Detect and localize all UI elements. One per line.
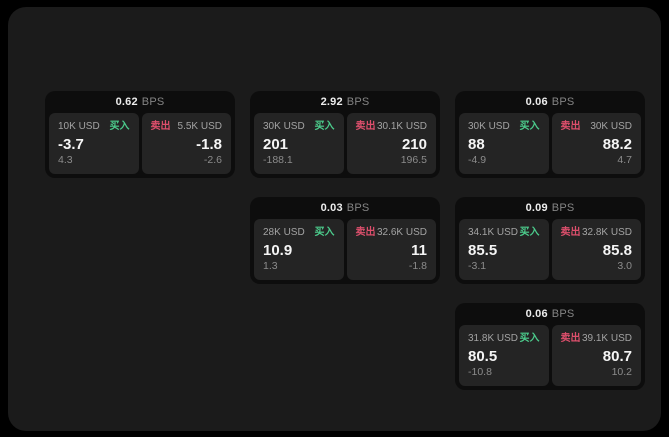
sell-panel[interactable]: 卖出 32.8K USD 85.8 3.0 <box>551 219 641 280</box>
sell-amount: 32.8K USD <box>581 227 632 238</box>
sell-side-label: 卖出 <box>560 333 581 344</box>
buy-price: 201 <box>263 136 289 153</box>
buy-side-label: 买入 <box>519 227 540 238</box>
buy-amount: 30K USD <box>468 121 510 132</box>
panels: 34.1K USD 买入 85.5 -3.1 卖出 32.8K USD 85.8… <box>459 219 641 280</box>
buy-price: 85.5 <box>468 242 498 259</box>
sell-price: 80.7 <box>602 348 632 365</box>
buy-amount: 28K USD <box>263 227 305 238</box>
sell-delta: 196.5 <box>400 154 427 166</box>
buy-panel[interactable]: 34.1K USD 买入 85.5 -3.1 <box>459 219 549 280</box>
buy-side-label: 买入 <box>519 333 540 344</box>
bps-unit: BPS <box>551 308 575 320</box>
sell-side-label: 卖出 <box>560 121 581 132</box>
bps-header: 0.06 BPS <box>459 91 641 113</box>
bps-value: 0.09 <box>525 202 548 214</box>
buy-amount: 31.8K USD <box>468 333 519 344</box>
bps-header: 2.92 BPS <box>254 91 436 113</box>
quote-card: 2.92 BPS 30K USD 买入 201 -188.1 卖出 30.1K … <box>250 91 440 178</box>
buy-panel[interactable]: 30K USD 买入 201 -188.1 <box>254 113 344 174</box>
buy-price: -3.7 <box>58 136 84 153</box>
app-background: 0.62 BPS 10K USD 买入 -3.7 4.3 卖出 5.5K USD <box>8 7 661 431</box>
buy-side-label: 买入 <box>519 121 540 132</box>
buy-side-label: 买入 <box>109 121 130 132</box>
sell-side-label: 卖出 <box>560 227 581 238</box>
bps-unit: BPS <box>551 202 575 214</box>
quote-card: 0.06 BPS 31.8K USD 买入 80.5 -10.8 卖出 39.1… <box>455 303 645 390</box>
buy-panel[interactable]: 10K USD 买入 -3.7 4.3 <box>49 113 139 174</box>
sell-delta: 4.7 <box>617 154 632 166</box>
sell-panel[interactable]: 卖出 30.1K USD 210 196.5 <box>346 113 436 174</box>
buy-panel[interactable]: 31.8K USD 买入 80.5 -10.8 <box>459 325 549 386</box>
panels: 10K USD 买入 -3.7 4.3 卖出 5.5K USD -1.8 -2.… <box>49 113 231 174</box>
buy-side-label: 买入 <box>314 227 335 238</box>
bps-unit: BPS <box>346 96 370 108</box>
sell-delta: 10.2 <box>611 366 632 378</box>
quote-card: 0.03 BPS 28K USD 买入 10.9 1.3 卖出 32.6K US… <box>250 197 440 284</box>
buy-price: 88 <box>468 136 485 153</box>
sell-amount: 30K USD <box>590 121 632 132</box>
sell-side-label: 卖出 <box>355 227 376 238</box>
buy-amount: 30K USD <box>263 121 305 132</box>
sell-price: 11 <box>411 242 427 259</box>
sell-price: 88.2 <box>602 136 632 153</box>
sell-panel[interactable]: 卖出 39.1K USD 80.7 10.2 <box>551 325 641 386</box>
quote-card-grid: 0.62 BPS 10K USD 买入 -3.7 4.3 卖出 5.5K USD <box>45 91 645 390</box>
sell-side-label: 卖出 <box>355 121 376 132</box>
sell-price: 210 <box>401 136 427 153</box>
sell-amount: 32.6K USD <box>376 227 427 238</box>
sell-panel[interactable]: 卖出 5.5K USD -1.8 -2.6 <box>141 113 231 174</box>
panels: 28K USD 买入 10.9 1.3 卖出 32.6K USD 11 -1.8 <box>254 219 436 280</box>
quote-card: 0.09 BPS 34.1K USD 买入 85.5 -3.1 卖出 32.8K… <box>455 197 645 284</box>
bps-value: 0.06 <box>525 96 548 108</box>
panels: 30K USD 买入 201 -188.1 卖出 30.1K USD 210 1… <box>254 113 436 174</box>
bps-unit: BPS <box>141 96 165 108</box>
bps-value: 2.92 <box>320 96 343 108</box>
bps-value: 0.62 <box>115 96 138 108</box>
buy-price: 80.5 <box>468 348 498 365</box>
sell-price: -1.8 <box>196 136 222 153</box>
bps-unit: BPS <box>551 96 575 108</box>
buy-amount: 10K USD <box>58 121 100 132</box>
sell-panel[interactable]: 卖出 32.6K USD 11 -1.8 <box>346 219 436 280</box>
sell-delta: -1.8 <box>408 260 427 272</box>
bps-header: 0.06 BPS <box>459 303 641 325</box>
bps-header: 0.62 BPS <box>49 91 231 113</box>
buy-amount: 34.1K USD <box>468 227 519 238</box>
panels: 31.8K USD 买入 80.5 -10.8 卖出 39.1K USD 80.… <box>459 325 641 386</box>
buy-delta: 1.3 <box>263 260 278 272</box>
sell-price: 85.8 <box>602 242 632 259</box>
sell-delta: -2.6 <box>203 154 222 166</box>
bps-value: 0.06 <box>525 308 548 320</box>
bps-value: 0.03 <box>320 202 343 214</box>
buy-delta: -10.8 <box>468 366 492 378</box>
quote-card: 0.62 BPS 10K USD 买入 -3.7 4.3 卖出 5.5K USD <box>45 91 235 178</box>
sell-amount: 30.1K USD <box>376 121 427 132</box>
buy-delta: -4.9 <box>468 154 487 166</box>
sell-delta: 3.0 <box>617 260 632 272</box>
bps-unit: BPS <box>346 202 370 214</box>
buy-delta: -3.1 <box>468 260 487 272</box>
bps-header: 0.09 BPS <box>459 197 641 219</box>
buy-price: 10.9 <box>263 242 293 259</box>
sell-panel[interactable]: 卖出 30K USD 88.2 4.7 <box>551 113 641 174</box>
sell-amount: 39.1K USD <box>581 333 632 344</box>
sell-side-label: 卖出 <box>150 121 171 132</box>
buy-delta: -188.1 <box>263 154 293 166</box>
sell-amount: 5.5K USD <box>177 121 222 132</box>
panels: 30K USD 买入 88 -4.9 卖出 30K USD 88.2 4.7 <box>459 113 641 174</box>
buy-panel[interactable]: 28K USD 买入 10.9 1.3 <box>254 219 344 280</box>
buy-delta: 4.3 <box>58 154 73 166</box>
buy-side-label: 买入 <box>314 121 335 132</box>
quote-card: 0.06 BPS 30K USD 买入 88 -4.9 卖出 30K USD <box>455 91 645 178</box>
buy-panel[interactable]: 30K USD 买入 88 -4.9 <box>459 113 549 174</box>
bps-header: 0.03 BPS <box>254 197 436 219</box>
